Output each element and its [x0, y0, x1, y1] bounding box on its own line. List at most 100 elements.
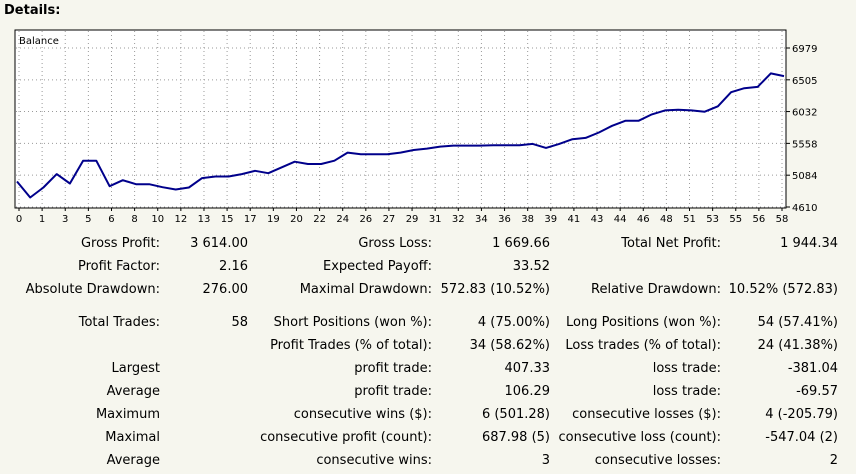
total-trades-value: 58: [231, 315, 248, 330]
x-tick-label: 55: [729, 214, 742, 225]
avg-cons-losses-value: 2: [829, 453, 838, 468]
average-profit-value: 106.29: [504, 384, 551, 399]
max-cons-wins-label: consecutive wins ($):: [293, 407, 432, 422]
x-tick-label: 38: [521, 214, 534, 225]
x-tick-label: 51: [683, 214, 696, 225]
avg-cons-wins-value: 3: [541, 453, 550, 468]
maximal-cons-profit-value: 687.98 (5): [481, 430, 550, 445]
largest-loss-label: loss trade:: [652, 361, 721, 376]
x-tick-label: 34: [475, 214, 488, 225]
maximal-cons-loss-label: consecutive loss (count):: [558, 430, 721, 445]
x-tick-label: 22: [313, 214, 326, 225]
x-tick-label: 17: [244, 214, 257, 225]
chart-title: Balance: [19, 36, 59, 47]
total-trades-label: Total Trades:: [78, 315, 160, 330]
x-tick-label: 41: [568, 214, 581, 225]
maximal-drawdown-label: Maximal Drawdown:: [299, 282, 432, 297]
relative-drawdown-label: Relative Drawdown:: [591, 282, 721, 297]
x-tick-label: 13: [198, 214, 211, 225]
x-tick-label: 10: [151, 214, 164, 225]
x-tick-label: 15: [221, 214, 234, 225]
x-tick-label: 12: [174, 214, 187, 225]
max-cons-wins-value: 6 (501.28): [481, 407, 550, 422]
largest-profit-label: profit trade:: [354, 361, 432, 376]
x-tick-label: 6: [108, 214, 114, 225]
y-tick-label: 5558: [792, 139, 817, 150]
x-tick-label: 20: [290, 214, 303, 225]
x-tick-label: 3: [62, 214, 68, 225]
average-loss-label: loss trade:: [652, 384, 721, 399]
x-tick-label: 58: [776, 214, 789, 225]
chart-plot-area: [14, 29, 787, 209]
y-tick-label: 6505: [792, 76, 817, 87]
short-positions-value: 4 (75.00%): [477, 315, 550, 330]
avg-cons-wins-label: consecutive wins:: [316, 453, 432, 468]
total-net-profit-label: Total Net Profit:: [621, 236, 721, 251]
gross-loss-value: 1 669.66: [492, 236, 550, 251]
short-positions-label: Short Positions (won %):: [273, 315, 432, 330]
gross-loss-label: Gross Loss:: [358, 236, 432, 251]
largest-profit-value: 407.33: [504, 361, 551, 376]
x-tick-label: 19: [267, 214, 280, 225]
total-net-profit-value: 1 944.34: [780, 236, 838, 251]
balance-series-line: [16, 72, 785, 199]
average-loss-value: -69.57: [796, 384, 838, 399]
expected-payoff-label: Expected Payoff:: [323, 259, 432, 274]
relative-drawdown-value: 10.52% (572.83): [728, 282, 838, 297]
x-axis-ticks: 0 1 3 5 6 8 10 12 13 15 17 19 20 22 24 26 27 29 31 32 34 36 38…: [16, 208, 789, 225]
absolute-drawdown-value: 276.00: [202, 282, 249, 297]
x-tick-label: 8: [131, 214, 137, 225]
maximal-cons-profit-label: consecutive profit (count):: [260, 430, 432, 445]
profit-trades-value: 34 (58.62%): [469, 338, 550, 353]
average-label: Average: [106, 384, 160, 399]
x-tick-label: 46: [637, 214, 650, 225]
long-positions-value: 54 (57.41%): [757, 315, 838, 330]
profit-factor-label: Profit Factor:: [78, 259, 160, 274]
maximal-label: Maximal: [105, 430, 160, 445]
x-tick-label: 48: [660, 214, 673, 225]
average-consecutive-label: Average: [106, 453, 160, 468]
max-cons-losses-value: 4 (-205.79): [765, 407, 838, 422]
x-tick-label: 44: [614, 214, 627, 225]
y-tick-label: 4610: [792, 203, 817, 214]
y-tick-label: 6032: [792, 108, 817, 119]
avg-cons-losses-label: consecutive losses:: [594, 453, 721, 468]
y-axis-ticks: 6979 6505 6032 5558 5084 4610: [786, 44, 817, 214]
y-tick-label: 5084: [792, 171, 817, 182]
maximal-cons-loss-value: -547.04 (2): [765, 430, 838, 445]
y-tick-label: 6979: [792, 44, 817, 55]
x-tick-label: 26: [359, 214, 372, 225]
maximum-label: Maximum: [95, 407, 160, 422]
expected-payoff-value: 33.52: [512, 259, 550, 274]
x-tick-label: 24: [336, 214, 349, 225]
x-tick-label: 5: [85, 214, 91, 225]
x-tick-label: 1: [39, 214, 45, 225]
x-tick-label: 0: [16, 214, 22, 225]
loss-trades-value: 24 (41.38%): [757, 338, 838, 353]
x-tick-label: 32: [452, 214, 465, 225]
largest-label: Largest: [111, 361, 160, 376]
details-heading: Details:: [4, 3, 61, 18]
long-positions-label: Long Positions (won %):: [566, 315, 721, 330]
profit-factor-value: 2.16: [219, 259, 248, 274]
loss-trades-label: Loss trades (% of total):: [565, 338, 721, 353]
x-tick-label: 43: [591, 214, 604, 225]
x-tick-label: 27: [383, 214, 396, 225]
largest-loss-value: -381.04: [787, 361, 838, 376]
x-tick-label: 53: [706, 214, 719, 225]
x-tick-label: 36: [498, 214, 511, 225]
x-tick-label: 29: [406, 214, 419, 225]
maximal-drawdown-value: 572.83 (10.52%): [440, 282, 550, 297]
average-profit-label: profit trade:: [354, 384, 432, 399]
profit-trades-label: Profit Trades (% of total):: [270, 338, 432, 353]
x-tick-label: 39: [544, 214, 557, 225]
gross-profit-label: Gross Profit:: [80, 236, 160, 251]
absolute-drawdown-label: Absolute Drawdown:: [25, 282, 160, 297]
chart-grid: [16, 31, 785, 208]
max-cons-losses-label: consecutive losses ($):: [572, 407, 721, 422]
x-tick-label: 31: [429, 214, 442, 225]
gross-profit-value: 3 614.00: [190, 236, 248, 251]
x-tick-label: 56: [753, 214, 766, 225]
